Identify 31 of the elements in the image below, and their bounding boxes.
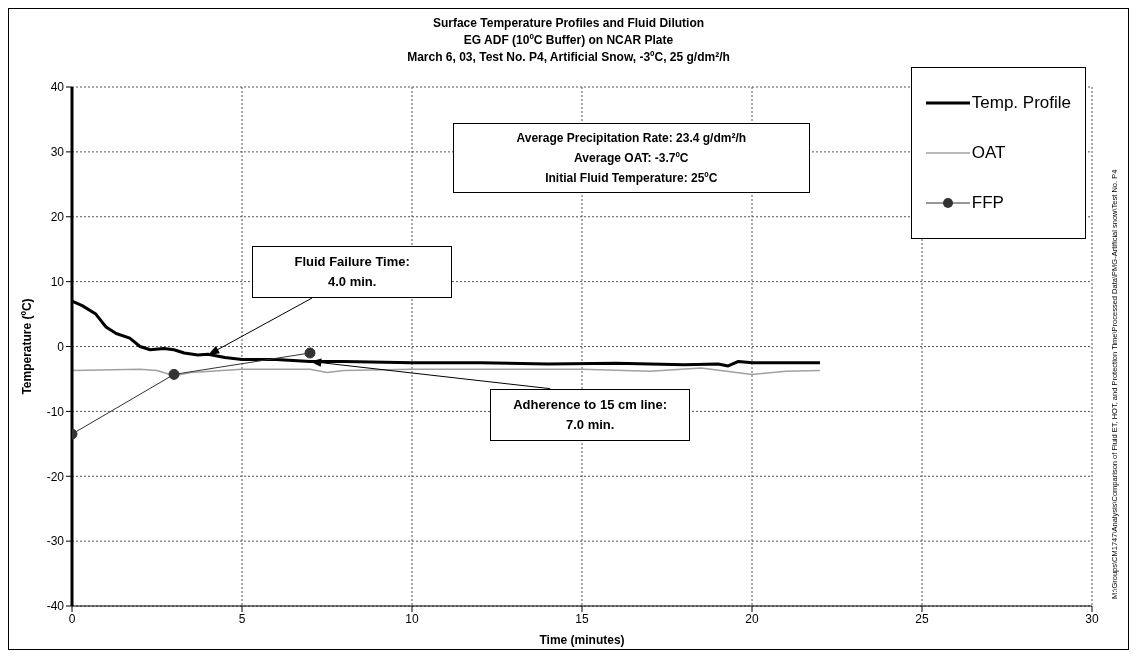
annotation: Average Precipitation Rate: 23.4 g/dm²/h Average OAT: -3.7ºC Initial Fluid Temperature: 25ºC bbox=[515, 129, 748, 187]
y-tick-label: -20 bbox=[46, 469, 65, 484]
x-tick-label: 5 bbox=[238, 611, 246, 626]
annotation: Fluid Failure Time: 4.0 min. bbox=[293, 252, 411, 291]
point bbox=[168, 368, 180, 380]
text-box: Fluid Failure Time: 4.0 min. bbox=[252, 245, 453, 298]
y-tick-label: -30 bbox=[46, 534, 65, 549]
text-box: Adherence to 15 cm line: 7.0 min. bbox=[490, 388, 691, 441]
text-box: Average Precipitation Rate: 23.4 g/dm²/h Average OAT: -3.7ºC Initial Fluid Temperature: 25ºC bbox=[452, 122, 810, 193]
annotation: Adherence to 15 cm line: 7.0 min. bbox=[512, 395, 669, 434]
x-tick-label: 20 bbox=[745, 611, 759, 626]
y-tick-label: 0 bbox=[57, 339, 65, 354]
x-tick-label: 25 bbox=[915, 611, 929, 626]
y-tick-label: 20 bbox=[50, 210, 65, 225]
x-axis-title: Time (minutes) bbox=[539, 633, 625, 647]
legend-label: FFP bbox=[971, 193, 1004, 213]
legend-label: OAT bbox=[971, 143, 1006, 163]
y-tick-label: 10 bbox=[50, 274, 65, 289]
x-tick-label: 0 bbox=[68, 611, 76, 626]
point bbox=[304, 347, 316, 359]
legend-label: Temp. Profile bbox=[971, 93, 1071, 113]
y-tick-label: -40 bbox=[46, 599, 65, 614]
y-tick-label: 40 bbox=[50, 80, 65, 95]
x-tick-label: 30 bbox=[1085, 611, 1099, 626]
y-tick-label: 30 bbox=[50, 145, 65, 160]
y-axis-title: Temperature (ºC) bbox=[20, 298, 35, 395]
chart-subtitle: EG ADF (10ºC Buffer) on NCAR Plate March 6, 03, Test No. P4, Artificial Snow, -3ºC, 25 g/dm²/h bbox=[406, 32, 731, 66]
x-tick-label: 10 bbox=[405, 611, 419, 626]
x-tick-label: 15 bbox=[575, 611, 589, 626]
chart-title: Surface Temperature Profiles and Fluid Dilution bbox=[431, 15, 706, 32]
y-tick-label: -10 bbox=[46, 404, 65, 419]
